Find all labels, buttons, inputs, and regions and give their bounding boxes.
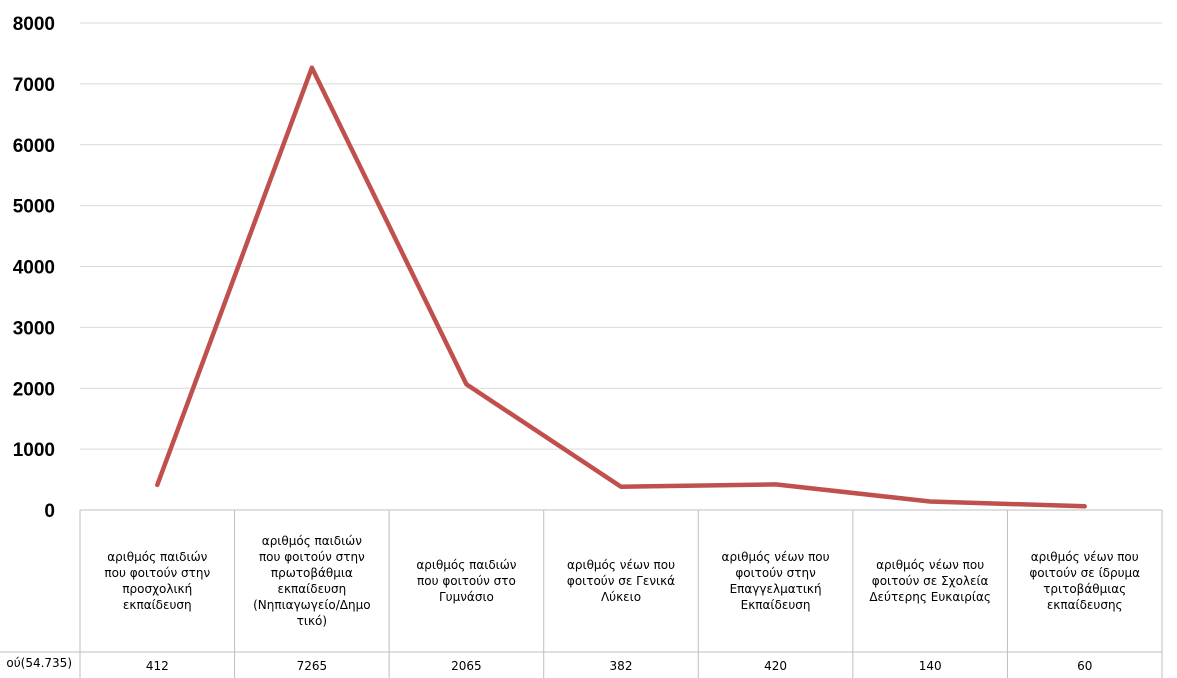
series-lines bbox=[155, 65, 1087, 509]
y-axis-ticks: 0 1000 2000 3000 4000 5000 6000 7000 8000 bbox=[13, 14, 55, 522]
y-tick-label: 4000 bbox=[13, 258, 55, 279]
y-tick-label: 3000 bbox=[13, 318, 55, 339]
category-label: αριθμός νέων που φοιτούν σε ίδρυμα τριτοβά… bbox=[1029, 550, 1140, 612]
y-tick-label: 5000 bbox=[13, 197, 55, 218]
y-tick-label: 1000 bbox=[13, 440, 55, 461]
y-tick-label: 8000 bbox=[13, 14, 55, 35]
category-label: αριθμός νέων που φοιτούν στην Επαγγελματικ… bbox=[722, 550, 830, 612]
gridlines bbox=[80, 22, 1162, 450]
y-tick-label: 2000 bbox=[13, 379, 55, 400]
data-table: αριθμός παιδιών που φοιτούν στην προσχολικ… bbox=[0, 509, 1163, 678]
data-table-value: 382 bbox=[610, 659, 633, 673]
data-table-value: 420 bbox=[764, 659, 787, 673]
data-table-value: 7265 bbox=[297, 659, 328, 673]
data-table-value: 140 bbox=[919, 659, 942, 673]
data-table-value: 412 bbox=[146, 659, 169, 673]
category-label: αριθμός παιδιών που φοιτούν στην πρωτοβάθμ… bbox=[253, 534, 370, 628]
data-table-value: 2065 bbox=[451, 659, 482, 673]
y-tick-label: 6000 bbox=[13, 136, 55, 157]
category-label: αριθμός νέων που φοιτούν σε Σχολεία Δεύτερ… bbox=[869, 558, 991, 604]
category-label: αριθμός νέων που φοιτούν σε Γενικά Λύκειο bbox=[567, 558, 675, 604]
category-label: αριθμός παιδιών που φοιτούν στο Γυμνάσιο bbox=[416, 558, 516, 604]
y-tick-label: 7000 bbox=[13, 75, 55, 96]
category-label: αριθμός παιδιών που φοιτούν στην προσχολικ… bbox=[104, 550, 210, 612]
series-line bbox=[155, 65, 1087, 509]
data-table-row-label: ού(54.735) bbox=[6, 656, 72, 670]
y-tick-label: 0 bbox=[44, 501, 55, 522]
data-table-value: 60 bbox=[1077, 659, 1092, 673]
